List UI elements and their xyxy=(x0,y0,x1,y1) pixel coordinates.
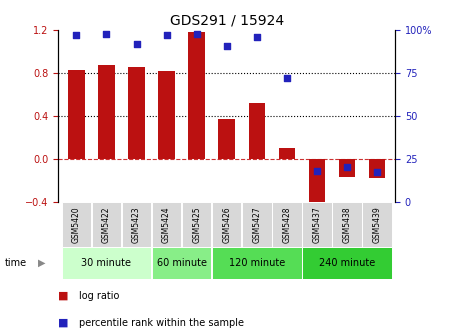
Bar xyxy=(302,202,332,247)
Bar xyxy=(242,202,272,247)
Title: GDS291 / 15924: GDS291 / 15924 xyxy=(170,14,284,28)
Text: ■: ■ xyxy=(58,291,69,301)
Text: percentile rank within the sample: percentile rank within the sample xyxy=(79,318,243,328)
Point xyxy=(283,76,291,81)
Point xyxy=(313,168,321,173)
Bar xyxy=(182,202,211,247)
Point xyxy=(253,34,260,40)
Point xyxy=(103,31,110,36)
Bar xyxy=(158,71,175,159)
Point xyxy=(343,165,351,170)
Bar xyxy=(302,247,392,279)
Bar xyxy=(219,119,235,159)
Text: 240 minute: 240 minute xyxy=(319,258,375,268)
Text: 30 minute: 30 minute xyxy=(81,258,132,268)
Text: GSM5422: GSM5422 xyxy=(102,206,111,243)
Text: GSM5425: GSM5425 xyxy=(192,206,201,243)
Text: 120 minute: 120 minute xyxy=(229,258,285,268)
Text: GSM5427: GSM5427 xyxy=(252,206,261,243)
Text: GSM5420: GSM5420 xyxy=(72,206,81,243)
Point xyxy=(374,170,381,175)
Point xyxy=(73,33,80,38)
Bar xyxy=(249,103,265,159)
Text: GSM5423: GSM5423 xyxy=(132,206,141,243)
Text: time: time xyxy=(4,258,26,268)
Text: GSM5437: GSM5437 xyxy=(313,206,321,243)
Bar xyxy=(152,202,181,247)
Bar xyxy=(152,247,211,279)
Point xyxy=(193,31,200,36)
Bar xyxy=(122,202,151,247)
Text: log ratio: log ratio xyxy=(79,291,119,301)
Bar xyxy=(68,70,85,159)
Bar xyxy=(189,32,205,159)
Bar xyxy=(98,65,115,159)
Bar xyxy=(92,202,121,247)
Text: ■: ■ xyxy=(58,318,69,328)
Text: GSM5438: GSM5438 xyxy=(343,206,352,243)
Bar xyxy=(62,202,91,247)
Text: ▶: ▶ xyxy=(38,258,46,268)
Bar xyxy=(279,148,295,159)
Text: GSM5424: GSM5424 xyxy=(162,206,171,243)
Text: GSM5426: GSM5426 xyxy=(222,206,231,243)
Text: GSM5439: GSM5439 xyxy=(373,206,382,243)
Bar xyxy=(332,202,362,247)
Bar xyxy=(272,202,302,247)
Point xyxy=(223,43,230,48)
Bar xyxy=(212,202,242,247)
Text: 60 minute: 60 minute xyxy=(157,258,207,268)
Bar xyxy=(339,159,355,177)
Point xyxy=(163,33,170,38)
Bar xyxy=(212,247,302,279)
Bar xyxy=(62,247,151,279)
Point xyxy=(133,41,140,47)
Bar xyxy=(362,202,392,247)
Bar xyxy=(308,159,325,205)
Text: GSM5428: GSM5428 xyxy=(282,206,291,243)
Bar xyxy=(128,67,145,159)
Bar xyxy=(369,159,385,178)
